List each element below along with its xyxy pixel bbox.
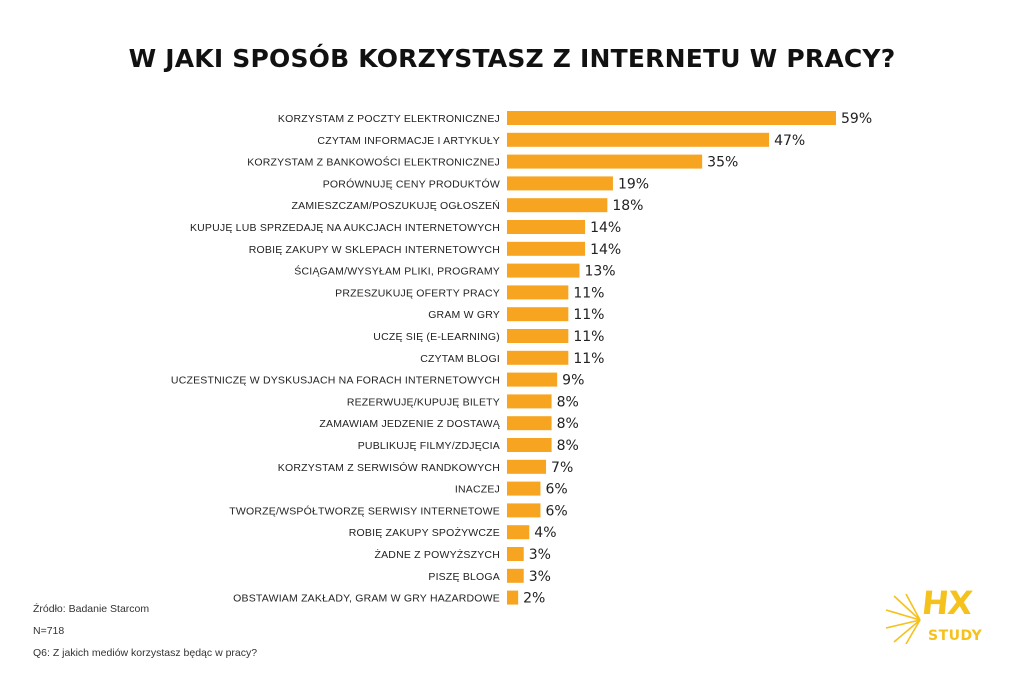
value-label: 18%: [612, 198, 643, 214]
category-label: PUBLIKUJĘ FILMY/ZDJĘCIA: [358, 440, 500, 452]
category-label: ZAMAWIAM JEDZENIE Z DOSTAWĄ: [319, 418, 500, 430]
bar: [507, 503, 541, 518]
category-label: ROBIĘ ZAKUPY SPOŻYWCZE: [349, 526, 500, 539]
value-label: 6%: [545, 503, 567, 519]
bar: [507, 394, 552, 409]
value-label: 11%: [573, 307, 604, 323]
value-label: 59%: [841, 111, 872, 127]
category-label: PORÓWNUJĘ CENY PRODUKTÓW: [323, 177, 500, 190]
bar: [507, 176, 613, 191]
bar: [507, 372, 558, 387]
category-label: PRZESZUKUJĘ OFERTY PRACY: [335, 287, 500, 299]
value-label: 3%: [529, 547, 551, 563]
category-label: KORZYSTAM Z SERWISÓW RANDKOWYCH: [278, 461, 500, 474]
category-label: UCZĘ SIĘ (E-LEARNING): [373, 331, 500, 343]
category-label: CZYTAM INFORMACJE I ARTYKUŁY: [317, 135, 500, 147]
bar: [507, 307, 569, 322]
bar: [507, 438, 552, 452]
logo-sub: STUDY: [928, 628, 983, 644]
value-label: 7%: [551, 460, 573, 476]
category-label: ROBIĘ ZAKUPY W SKLEPACH INTERNETOWYCH: [249, 244, 500, 256]
bar: [507, 416, 552, 431]
bar: [507, 459, 547, 474]
bar: [507, 111, 836, 125]
value-label: 19%: [618, 176, 649, 192]
category-label: ŚCIĄGAM/WYSYŁAM PLIKI, PROGRAMY: [294, 265, 500, 278]
logo-brand: HX: [920, 584, 974, 622]
question-note: Q6: Z jakich mediów korzystasz będąc w p…: [33, 647, 258, 659]
chart-title: W JAKI SPOSÓB KORZYSTASZ Z INTERNETU W P…: [128, 44, 896, 73]
bar: [507, 481, 541, 496]
category-label: REZERWUJĘ/KUPUJĘ BILETY: [347, 396, 500, 408]
value-label: 3%: [529, 569, 551, 585]
category-label: UCZESTNICZĘ W DYSKUSJACH NA FORACH INTER…: [171, 375, 500, 387]
value-label: 4%: [534, 525, 556, 541]
category-label: TWORZĘ/WSPÓŁTWORZĘ SERWISY INTERNETOWE: [229, 504, 500, 517]
bar: [507, 568, 524, 583]
value-label: 2%: [523, 591, 545, 607]
hx-study-logo: HX STUDY: [884, 584, 994, 650]
bar: [507, 220, 586, 234]
value-label: 35%: [707, 155, 738, 171]
value-label: 9%: [562, 373, 584, 389]
category-label: INACZEJ: [455, 484, 500, 496]
value-label: 6%: [545, 482, 567, 498]
value-label: 14%: [590, 242, 621, 258]
category-label: ŻADNE Z POWYŻSZYCH: [374, 548, 500, 561]
category-label: CZYTAM BLOGI: [420, 353, 500, 365]
crown-burst-icon: [885, 594, 921, 644]
value-label: 8%: [557, 416, 579, 432]
bar: [507, 132, 770, 147]
value-label: 11%: [573, 285, 604, 301]
category-label: ZAMIESZCZAM/POSZUKUJĘ OGŁOSZEŃ: [292, 199, 500, 212]
category-label: PISZĘ BLOGA: [428, 571, 500, 583]
bar: [507, 198, 608, 213]
value-label: 11%: [573, 351, 604, 367]
value-label: 14%: [590, 220, 621, 236]
sample-size-note: N=718: [33, 625, 65, 637]
bar: [507, 285, 569, 300]
category-label: KORZYSTAM Z POCZTY ELEKTRONICZNEJ: [278, 113, 500, 125]
bar: [507, 350, 569, 365]
bar: [507, 329, 569, 343]
category-label: GRAM W GRY: [428, 309, 500, 321]
category-label: OBSTAWIAM ZAKŁADY, GRAM W GRY HAZARDOWE: [233, 593, 500, 605]
source-note: Źródło: Badanie Starcom: [33, 603, 150, 615]
bar: [507, 525, 530, 540]
value-label: 8%: [557, 438, 579, 454]
bar: [507, 154, 703, 169]
value-label: 13%: [584, 264, 615, 280]
category-label: KUPUJĘ LUB SPRZEDAJĘ NA AUKCJACH INTERNE…: [190, 222, 500, 234]
bar: [507, 263, 580, 278]
category-label: KORZYSTAM Z BANKOWOŚCI ELEKTRONICZNEJ: [247, 156, 500, 169]
bar: [507, 241, 586, 256]
bar: [507, 547, 524, 561]
value-label: 8%: [557, 394, 579, 410]
value-label: 47%: [774, 133, 805, 149]
value-label: 11%: [573, 329, 604, 345]
bar: [507, 590, 519, 605]
